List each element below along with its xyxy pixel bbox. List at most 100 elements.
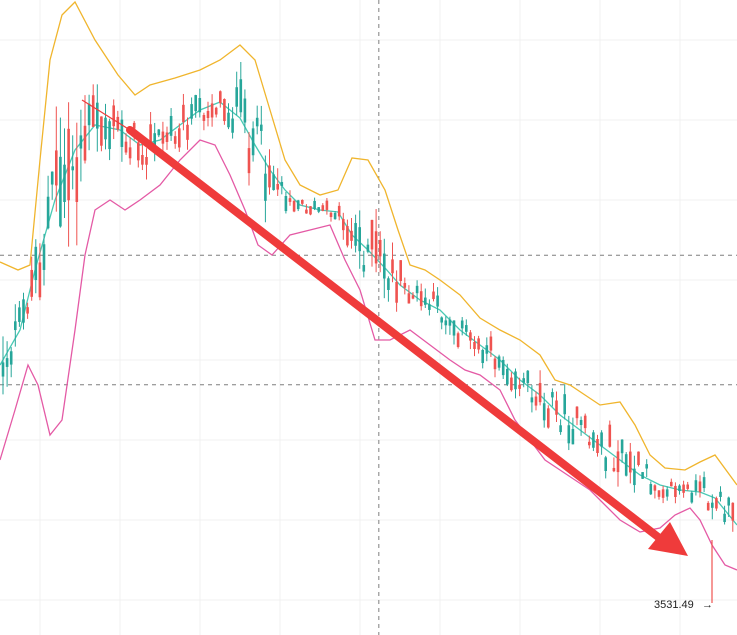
candle-body <box>284 196 288 212</box>
candle-body <box>579 419 583 426</box>
candle-body <box>132 122 136 129</box>
candle-body <box>255 117 259 127</box>
candle-body <box>506 368 509 385</box>
candle-body <box>165 132 169 142</box>
candle-body <box>575 406 579 419</box>
candle-body <box>325 200 329 210</box>
candle-body <box>268 165 271 188</box>
candle-body <box>190 104 193 119</box>
candle-body <box>522 378 525 383</box>
candle-body <box>141 155 144 165</box>
candle-body <box>567 425 571 444</box>
candle-body <box>120 119 124 147</box>
candle-body <box>124 141 128 153</box>
candle-body <box>715 498 718 509</box>
candle-body <box>194 95 197 112</box>
candle-body <box>563 394 566 415</box>
trend-arrow <box>81 99 688 556</box>
candle-body <box>198 98 202 113</box>
candle-body <box>30 269 33 297</box>
candle-body <box>731 502 735 521</box>
candle-body <box>104 117 107 140</box>
candle-body <box>428 304 431 310</box>
candle-body <box>690 492 694 503</box>
candle-body <box>547 408 550 428</box>
candles <box>1 61 735 603</box>
candle-body <box>551 392 554 398</box>
candle-body <box>317 207 320 212</box>
candle-body <box>145 157 148 165</box>
candle-body <box>231 118 234 133</box>
candle-body <box>473 342 476 349</box>
candle-body <box>698 481 702 492</box>
candle-body <box>411 295 415 299</box>
candle-body <box>100 116 103 146</box>
candle-body <box>465 325 468 332</box>
candle-body <box>399 260 402 282</box>
candle-body <box>5 358 9 367</box>
candle-body <box>128 147 132 159</box>
candle-body <box>383 253 386 279</box>
candle-body <box>112 105 115 127</box>
candle-body <box>34 246 38 281</box>
trend-line-thin <box>81 99 131 131</box>
candle-body <box>321 205 325 211</box>
candle-body <box>542 403 546 421</box>
candle-body <box>219 91 222 104</box>
candle-body <box>251 128 255 156</box>
candle-body <box>436 295 439 307</box>
candle-body <box>518 384 521 389</box>
candle-body <box>477 338 480 350</box>
candle-body <box>292 200 296 212</box>
candle-body <box>42 244 46 270</box>
candle-body <box>301 199 304 204</box>
candle-body <box>137 142 140 161</box>
candle-body <box>50 171 54 185</box>
candle-body <box>419 291 423 307</box>
candle-body <box>657 490 661 497</box>
candle-body <box>337 205 341 217</box>
candle-body <box>288 198 292 202</box>
candle-body <box>182 104 185 123</box>
upper-band-line <box>0 0 737 486</box>
candle-body <box>391 259 394 274</box>
candle-body <box>727 497 730 506</box>
candle-body <box>79 135 83 149</box>
candle-body <box>629 451 632 473</box>
candle-body <box>309 206 312 215</box>
candle-body <box>96 102 99 129</box>
candle-body <box>637 451 640 465</box>
trend-arrow-shaft <box>126 126 666 544</box>
candle-body <box>711 502 714 508</box>
candle-body <box>186 124 189 140</box>
candle-body <box>153 133 156 152</box>
candle-body <box>674 485 677 497</box>
candle-body <box>116 116 120 130</box>
candle-body <box>354 223 357 246</box>
candle-body <box>157 129 161 136</box>
candle-body <box>530 397 534 403</box>
candle-body <box>723 513 726 523</box>
candle-body <box>444 320 448 326</box>
candle-body <box>46 196 50 229</box>
candle-body <box>235 87 238 107</box>
candle-body <box>653 485 657 491</box>
candle-body <box>719 491 722 497</box>
candle-body <box>202 115 206 121</box>
candle-body <box>624 454 628 476</box>
candle-body <box>661 489 665 498</box>
candle-body <box>83 125 87 161</box>
candle-body <box>460 320 464 329</box>
candle-body <box>481 349 484 364</box>
candle-body <box>588 441 591 446</box>
candle-body <box>210 103 214 118</box>
candle-body <box>620 439 624 454</box>
candle-body <box>678 485 681 492</box>
candle-body <box>456 333 460 347</box>
candle-body <box>583 415 587 429</box>
trend-arrow-head <box>648 522 688 556</box>
candle-body <box>214 107 218 115</box>
candle-body <box>9 351 13 365</box>
candle-body <box>18 307 21 322</box>
price-marker: 3531.49 → <box>654 599 713 611</box>
